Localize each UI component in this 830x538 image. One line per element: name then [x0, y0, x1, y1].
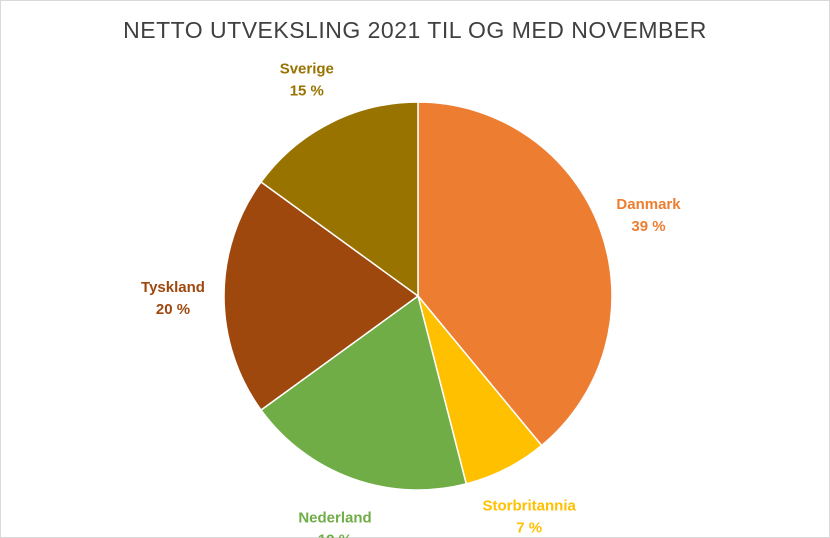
pie-slice-sverige [260, 101, 419, 298]
data-label-storbritannia: Storbritannia 7 % [483, 497, 577, 536]
data-label-name: Nederland [298, 510, 371, 527]
data-label-tyskland: Tyskland 20 % [141, 279, 205, 318]
data-label-value: 7 % [516, 519, 542, 536]
pie-slice-nederland [260, 294, 468, 491]
pie-slice-danmark [417, 101, 613, 447]
chart-title: NETTO UTVEKSLING 2021 TIL OG MED NOVEMBE… [123, 17, 707, 43]
data-label-danmark: Danmark 39 % [616, 196, 681, 235]
pie-slice-tyskland [223, 180, 420, 412]
data-label-name: Sverige [280, 61, 334, 78]
data-label-name: Tyskland [141, 279, 205, 296]
data-label-value: 39 % [631, 218, 665, 235]
data-label-name: Storbritannia [483, 497, 577, 514]
data-label-value: 19 % [318, 532, 352, 538]
data-label-nederland: Nederland 19 % [298, 510, 371, 538]
data-label-name: Danmark [616, 196, 681, 213]
data-label-sverige: Sverige 15 % [280, 61, 334, 100]
data-label-value: 15 % [290, 83, 324, 100]
data-label-value: 20 % [156, 301, 190, 318]
